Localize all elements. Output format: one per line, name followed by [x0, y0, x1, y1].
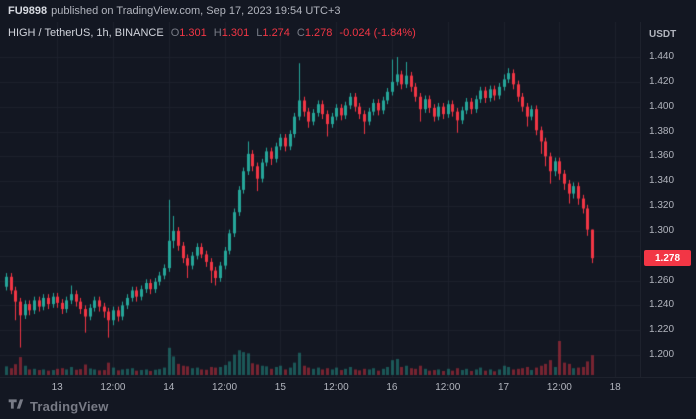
publish-info: published on TradingView.com, Sep 17, 20…	[51, 5, 341, 17]
low-value: 1.274	[262, 27, 290, 39]
quote-currency-label: USDT	[649, 29, 677, 40]
time-axis-label: 12:00	[323, 382, 349, 393]
price-axis-label: 1.380	[649, 125, 675, 137]
time-axis-label: 18	[609, 382, 621, 393]
publish-header: FU9898 published on TradingView.com, Sep…	[0, 0, 696, 22]
publisher-name: FU9898	[8, 5, 48, 17]
last-price-badge: 1.278	[644, 250, 691, 267]
time-axis-label: 14	[163, 382, 175, 393]
price-axis-label: 1.320	[649, 200, 675, 212]
price-chart-canvas[interactable]	[0, 22, 640, 377]
tradingview-wordmark: TradingView	[30, 399, 109, 414]
open-label: O	[170, 27, 180, 39]
tradingview-watermark[interactable]: TradingView	[8, 397, 109, 416]
price-axis-label: 1.300	[649, 224, 675, 236]
chart-area: HIGH / TetherUS, 1h, BINANCE O1.301 H1.301…	[0, 22, 696, 419]
tradingview-logo-icon	[8, 397, 24, 416]
price-axis-label: 1.220	[649, 324, 675, 336]
open-value: 1.301	[179, 27, 207, 39]
symbol-legend: HIGH / TetherUS, 1h, BINANCE O1.301 H1.301…	[8, 27, 416, 39]
time-axis-label: 15	[274, 382, 286, 393]
price-axis-label: 1.360	[649, 150, 675, 162]
time-axis[interactable]: 13 12:00 14 12:00 15 12:00 16 12:00 17 12:00 18	[0, 377, 696, 398]
price-axis-label: 1.340	[649, 175, 675, 187]
high-value: 1.301	[221, 27, 250, 39]
close-value: 1.278	[304, 27, 333, 39]
price-axis[interactable]: USDT 1.278 1.440 1.420 1.400 1.380 1.360 1.34…	[640, 22, 696, 377]
time-axis-label: 16	[386, 382, 398, 393]
time-axis-label: 17	[497, 382, 510, 393]
high-label: H	[213, 27, 222, 39]
price-axis-label: 1.440	[649, 51, 675, 63]
low-label: L	[256, 27, 263, 39]
symbol-title[interactable]: HIGH / TetherUS, 1h, BINANCE	[8, 27, 164, 39]
time-axis-label: 12:00	[435, 382, 461, 393]
price-axis-label: 1.200	[649, 349, 675, 361]
price-change: -0.024 (-1.84%)	[339, 27, 416, 39]
time-axis-label: 13	[51, 382, 63, 393]
time-axis-label: 12:00	[212, 382, 238, 393]
time-axis-label: 12:00	[546, 382, 572, 393]
price-axis-label: 1.400	[649, 100, 675, 112]
price-axis-label: 1.420	[649, 75, 675, 87]
close-label: C	[296, 27, 305, 39]
price-axis-label: 1.260	[649, 274, 675, 286]
time-axis-label: 12:00	[100, 382, 126, 393]
price-axis-label: 1.240	[649, 299, 675, 311]
